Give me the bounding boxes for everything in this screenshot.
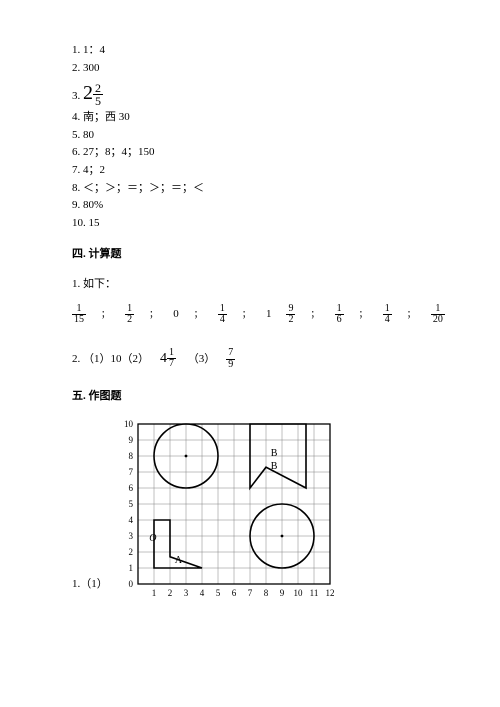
section-heading-draw: 五. 作图题 [72, 388, 445, 406]
svg-text:10: 10 [124, 419, 134, 429]
svg-text:B: B [271, 448, 278, 459]
fraction-row: 115 ； 12 ； 0 ； 14 ； 1 92 ； 16 ； 14 ； 120 [72, 304, 445, 326]
answer-line: 6. 27；8；4；150 [72, 144, 445, 162]
fraction: 92 [286, 304, 295, 326]
separator: ； [359, 307, 368, 321]
separator: ； [101, 307, 110, 321]
q2-line: 2. （1）10（2） 417 （3） 79 [72, 348, 445, 371]
svg-text:5: 5 [128, 499, 133, 509]
page: 1. 1：4 2. 300 3. 225 4. 南；西 30 5. 80 6. … [0, 0, 500, 600]
separator: ； [149, 307, 158, 321]
answer-line: 5. 80 [72, 127, 445, 145]
svg-text:3: 3 [184, 588, 189, 598]
svg-text:8: 8 [128, 451, 133, 461]
fraction-denominator: 7 [167, 359, 176, 370]
answer-line: 8. ＜；＞；＝；＞；＝；＜ [72, 180, 445, 198]
svg-text:6: 6 [128, 483, 133, 493]
geometry-figure: 123456789101112012345678910AOBB [116, 418, 336, 600]
separator: ； [407, 307, 416, 321]
svg-text:A: A [175, 555, 183, 566]
fraction-denominator: 5 [93, 95, 103, 107]
svg-text:4: 4 [200, 588, 205, 598]
svg-text:2: 2 [168, 588, 173, 598]
svg-text:1: 1 [152, 588, 157, 598]
svg-text:8: 8 [264, 588, 269, 598]
q2-part-b: （3） [188, 353, 216, 365]
fraction-denominator: 9 [226, 360, 235, 371]
fraction: 79 [226, 348, 235, 370]
fraction: 115 [72, 304, 86, 326]
fraction: 14 [383, 304, 392, 326]
svg-text:9: 9 [128, 435, 133, 445]
svg-text:12: 12 [325, 588, 334, 598]
svg-text:O: O [149, 533, 156, 544]
figure-wrap: 1.（1） 123456789101112012345678910AOBB [72, 418, 445, 600]
fraction: 16 [335, 304, 344, 326]
fraction: 120 [431, 304, 445, 326]
fraction: 12 [125, 304, 134, 326]
svg-text:10: 10 [293, 588, 303, 598]
svg-text:B: B [271, 461, 278, 472]
answer-line: 9. 80% [72, 197, 445, 215]
svg-text:2: 2 [128, 547, 133, 557]
svg-text:7: 7 [248, 588, 253, 598]
svg-text:5: 5 [216, 588, 221, 598]
separator: ； [311, 307, 320, 321]
answers-block: 1. 1：4 2. 300 3. 225 4. 南；西 30 5. 80 6. … [72, 42, 445, 232]
fraction: 17 [167, 348, 176, 370]
answer-3-prefix: 3. [72, 90, 83, 102]
mixed-fraction: 417 [160, 351, 180, 366]
separator: ； [242, 307, 251, 321]
svg-text:6: 6 [232, 588, 237, 598]
svg-text:1: 1 [128, 563, 133, 573]
answer-line: 1. 1：4 [72, 42, 445, 60]
integer-value: 1 [266, 306, 272, 324]
section-heading-calc: 四. 计算题 [72, 246, 445, 264]
fraction: 14 [218, 304, 227, 326]
fraction: 25 [93, 82, 103, 107]
q2-part-a: 2. （1）10（2） [72, 353, 149, 365]
fraction-numerator: 7 [226, 348, 235, 360]
answer-line: 7. 4；2 [72, 162, 445, 180]
answer-line-3: 3. 225 [72, 77, 445, 109]
svg-text:3: 3 [128, 531, 133, 541]
answer-line: 2. 300 [72, 60, 445, 78]
mixed-whole: 2 [83, 82, 93, 104]
separator: ； [194, 307, 203, 321]
svg-text:11: 11 [309, 588, 318, 598]
svg-text:0: 0 [128, 579, 133, 589]
svg-text:7: 7 [128, 467, 133, 477]
q1-figure-label: 1.（1） [72, 576, 108, 600]
answer-line: 10. 15 [72, 215, 445, 233]
svg-text:4: 4 [128, 515, 133, 525]
mixed-fraction: 225 [83, 82, 103, 104]
mixed-whole: 4 [160, 351, 167, 366]
answer-line: 4. 南；西 30 [72, 109, 445, 127]
svg-text:9: 9 [280, 588, 285, 598]
integer-value: 0 [173, 306, 179, 324]
q1-label: 1. 如下： [72, 276, 445, 294]
